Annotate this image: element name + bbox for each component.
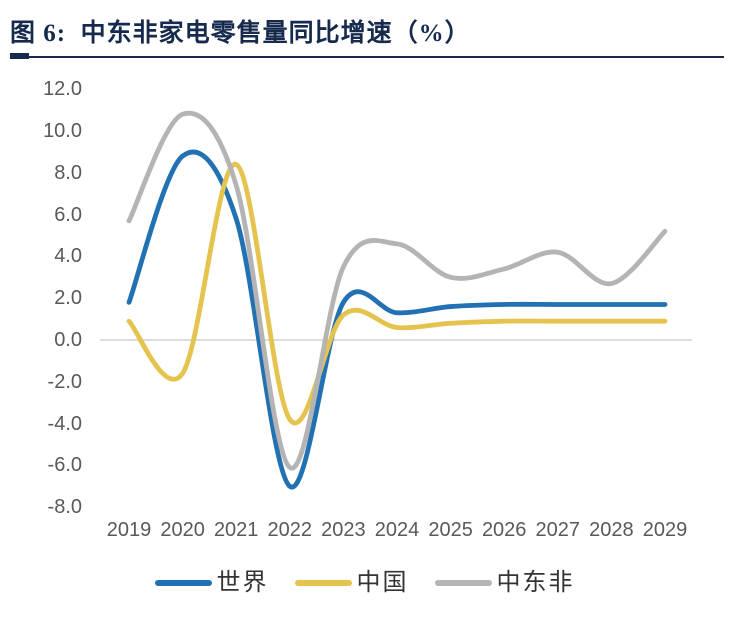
y-tick-label: 10.0 <box>43 120 82 142</box>
y-tick-label: 0.0 <box>54 329 82 351</box>
legend-item-world: 世界 <box>154 569 269 597</box>
series-line-world <box>126 149 668 490</box>
x-tick-label: 2028 <box>589 519 634 541</box>
y-tick-label: -2.0 <box>47 370 82 393</box>
x-tick-label: 2023 <box>321 519 366 541</box>
x-tick-label: 2029 <box>642 519 688 541</box>
y-tick-label: -4.0 <box>47 412 82 435</box>
y-tick-label: -6.0 <box>47 454 82 477</box>
x-tick-label: 2026 <box>481 519 527 541</box>
legend-swatch-world <box>154 580 212 586</box>
legend-label-china: 中国 <box>356 570 409 596</box>
x-tick-label: 2019 <box>106 519 152 541</box>
x-tick-label: 2025 <box>428 519 473 541</box>
y-tick-label: 2.0 <box>54 287 82 310</box>
x-tick-label: 2020 <box>160 519 205 541</box>
x-tick-label: 2027 <box>535 519 581 541</box>
legend-label-world: 世界 <box>216 570 269 596</box>
legend-swatch-mea <box>434 580 492 586</box>
title-rule <box>10 56 724 58</box>
x-tick-label: 2021 <box>213 519 259 541</box>
series-line-china <box>126 162 668 426</box>
figure-title: 图 6: 中东非家电零售量同比增速（%） <box>10 20 471 47</box>
legend-item-mea: 中东非 <box>434 569 575 597</box>
y-tick-label: 12.0 <box>43 78 82 101</box>
y-tick-label: 4.0 <box>54 245 82 268</box>
title-rule-cap <box>10 53 29 59</box>
y-tick-label: -8.0 <box>47 496 82 519</box>
legend-swatch-china <box>294 580 352 586</box>
y-tick-label: 6.0 <box>54 203 82 226</box>
y-tick-label: 8.0 <box>54 161 82 184</box>
x-tick-label: 2024 <box>374 519 420 541</box>
series-line-mea <box>126 110 668 471</box>
x-tick-label: 2022 <box>267 519 313 541</box>
legend-label-mea: 中东非 <box>496 570 575 596</box>
legend-item-china: 中国 <box>294 569 409 597</box>
chart-legend: 世界 中国 中东非 <box>0 566 729 600</box>
